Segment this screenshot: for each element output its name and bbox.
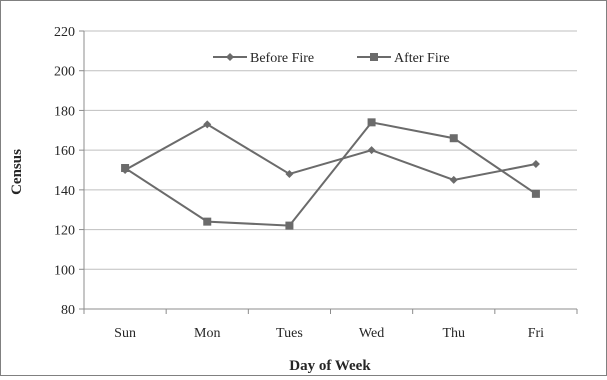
legend-item: After Fire bbox=[357, 51, 450, 66]
square-point bbox=[285, 221, 294, 230]
x-axis-ticks: Sun Mon Tues Wed Thu Fri bbox=[83, 308, 578, 341]
series-line bbox=[124, 121, 537, 227]
legend-marker bbox=[226, 53, 234, 61]
legend-label: Before Fire bbox=[250, 51, 314, 66]
diamond-point bbox=[203, 120, 212, 129]
y-tick-label: 180 bbox=[54, 104, 75, 119]
diamond-point bbox=[531, 160, 540, 169]
y-axis-title: Census bbox=[9, 149, 25, 195]
diamond-point bbox=[449, 175, 458, 184]
legend-marker bbox=[370, 53, 378, 61]
x-tick-label-fri: Fri bbox=[528, 326, 544, 341]
series-after-fire bbox=[121, 118, 540, 230]
diamond-point bbox=[367, 146, 376, 155]
x-axis-title: Day of Week bbox=[289, 358, 371, 374]
series-line bbox=[124, 123, 537, 181]
y-tick-label: 120 bbox=[54, 224, 75, 239]
gridlines bbox=[84, 30, 577, 310]
legend-label: After Fire bbox=[394, 51, 450, 66]
x-tick-label-mon: Mon bbox=[194, 326, 220, 341]
y-tick-label: 160 bbox=[54, 144, 75, 159]
x-tick-label-wed: Wed bbox=[359, 326, 384, 341]
legend: Before Fire After Fire bbox=[213, 51, 450, 66]
square-point bbox=[121, 164, 130, 173]
y-tick-label: 80 bbox=[61, 303, 75, 318]
diamond-point bbox=[285, 169, 294, 178]
y-tick-label: 200 bbox=[54, 65, 75, 80]
x-tick-label-sun: Sun bbox=[114, 326, 136, 341]
square-point bbox=[203, 217, 212, 226]
square-point bbox=[531, 189, 540, 198]
y-tick-label: 100 bbox=[54, 263, 75, 278]
x-tick-label-thu: Thu bbox=[442, 326, 465, 341]
y-tick-label: 140 bbox=[54, 184, 75, 199]
square-point bbox=[449, 134, 458, 143]
legend-item: Before Fire bbox=[213, 51, 314, 66]
y-axis-ticks: 80 100 120 140 160 180 200 220 bbox=[54, 25, 85, 318]
y-tick-label: 220 bbox=[54, 25, 75, 40]
series-lines bbox=[121, 118, 540, 230]
x-tick-label-tues: Tues bbox=[276, 326, 303, 341]
square-point bbox=[367, 118, 376, 127]
